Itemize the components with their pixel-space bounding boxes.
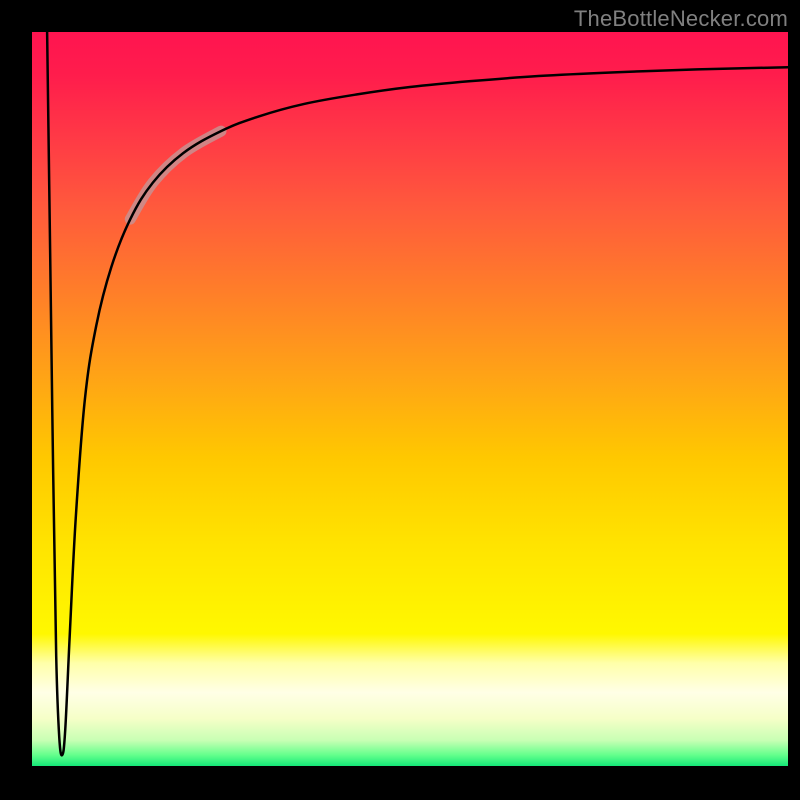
chart-container: TheBottleNecker.com — [0, 0, 800, 800]
watermark-text: TheBottleNecker.com — [574, 6, 788, 32]
curve-highlight — [130, 131, 221, 219]
plot-area — [32, 32, 788, 766]
bottleneck-curve — [47, 32, 788, 755]
curve-layer — [32, 32, 788, 766]
